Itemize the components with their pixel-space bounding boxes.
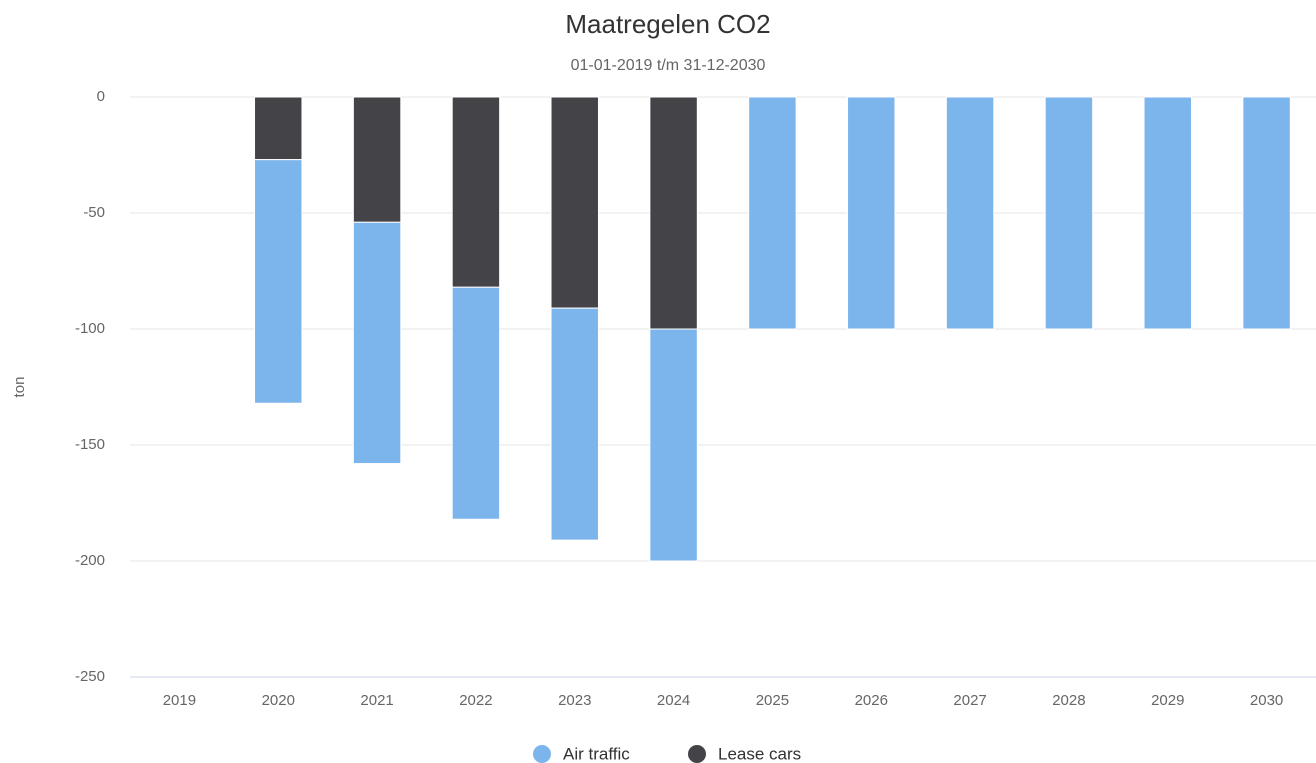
bar bbox=[550, 307, 599, 541]
x-tick-label: 2029 bbox=[1151, 692, 1184, 709]
x-tick-label: 2022 bbox=[459, 692, 492, 709]
y-tick-label: -150 bbox=[75, 436, 105, 453]
bar bbox=[254, 96, 303, 161]
bar bbox=[945, 96, 995, 330]
legend-label[interactable]: Air traffic bbox=[563, 744, 630, 763]
x-tick-label: 2026 bbox=[855, 692, 888, 709]
bar bbox=[847, 96, 896, 330]
bar bbox=[254, 159, 303, 404]
chart-subtitle: 01-01-2019 t/m 31-12-2030 bbox=[571, 57, 766, 74]
bar bbox=[550, 96, 599, 309]
legend-marker[interactable] bbox=[688, 745, 706, 763]
legend-label[interactable]: Lease cars bbox=[718, 744, 801, 763]
bar bbox=[1143, 96, 1192, 330]
y-tick-label: 0 bbox=[97, 88, 105, 105]
bar bbox=[649, 96, 698, 330]
bar bbox=[1044, 96, 1094, 330]
x-tick-label: 2027 bbox=[953, 692, 986, 709]
bar bbox=[352, 96, 402, 223]
y-tick-label: -50 bbox=[83, 204, 105, 221]
chart-title: Maatregelen CO2 bbox=[565, 9, 770, 39]
bar bbox=[649, 328, 698, 562]
y-axis-title: ton bbox=[11, 377, 28, 398]
x-tick-label: 2021 bbox=[360, 692, 393, 709]
x-tick-label: 2020 bbox=[262, 692, 295, 709]
bar bbox=[451, 286, 501, 520]
x-tick-label: 2019 bbox=[163, 692, 196, 709]
x-tick-label: 2023 bbox=[558, 692, 591, 709]
bar bbox=[1242, 96, 1291, 330]
x-tick-label: 2024 bbox=[657, 692, 690, 709]
legend-marker[interactable] bbox=[533, 745, 551, 763]
y-tick-label: -200 bbox=[75, 552, 105, 569]
y-tick-label: -100 bbox=[75, 320, 105, 337]
bar bbox=[352, 221, 402, 465]
x-tick-label: 2030 bbox=[1250, 692, 1283, 709]
x-tick-label: 2025 bbox=[756, 692, 789, 709]
bar bbox=[451, 96, 501, 288]
bar bbox=[748, 96, 797, 330]
y-tick-label: -250 bbox=[75, 668, 105, 685]
x-tick-label: 2028 bbox=[1052, 692, 1085, 709]
